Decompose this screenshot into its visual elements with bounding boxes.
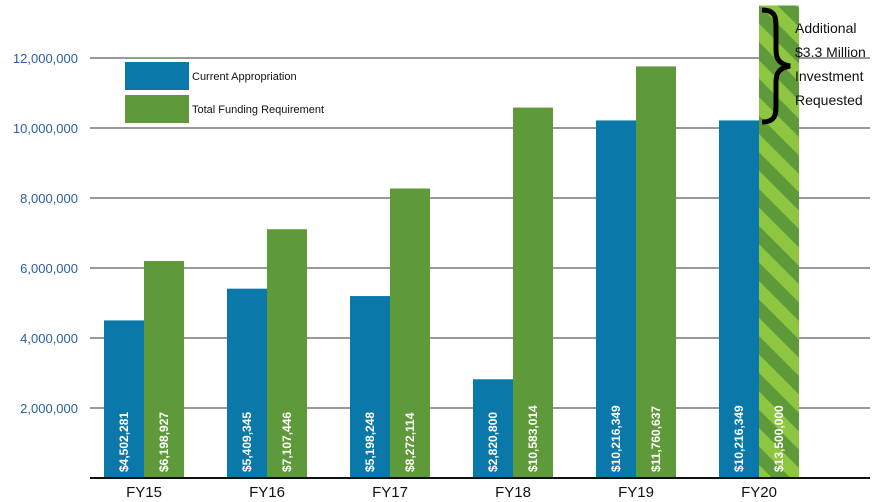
bar-total-fy18 (513, 107, 553, 478)
legend: Current Appropriation Total Funding Requ… (125, 62, 324, 123)
bar-current-fy20 (719, 120, 759, 478)
bar-total-fy19 (636, 66, 676, 478)
bar-current-fy17 (350, 296, 390, 478)
x-category-label: FY19 (618, 484, 654, 501)
annotation-line-3: Investment (795, 68, 864, 84)
bar-total-fy17 (390, 188, 430, 478)
legend-label-total: Total Funding Requirement (192, 104, 324, 116)
annotation-line-1: Additional (795, 20, 857, 36)
bar-value-label: $5,409,345 (240, 412, 254, 472)
bar-value-label: $4,502,281 (117, 412, 131, 472)
bars (104, 5, 799, 478)
y-tick-label: 12,000,000 (13, 51, 78, 66)
bar-current-fy18 (473, 379, 513, 478)
bar-value-label: $11,760,637 (649, 406, 663, 472)
legend-swatch-total (125, 95, 189, 123)
bar-current-fy15 (104, 320, 144, 478)
bar-value-label: $6,198,927 (157, 412, 171, 472)
y-axis-labels: 2,000,000 4,000,000 6,000,000 8,000,000 10,0… (13, 51, 78, 416)
curly-brace (761, 7, 791, 125)
bar-value-label: $7,107,446 (280, 412, 294, 472)
annotation-line-4: Requested (795, 92, 863, 108)
x-category-label: FY18 (495, 484, 531, 501)
annotation: Additional $3.3 Million Investment Reque… (761, 7, 866, 125)
x-category-label: FY16 (249, 484, 285, 501)
value-labels: $4,502,281 $6,198,927 $5,409,345 $7,107,446… (117, 405, 786, 472)
x-category-label: FY20 (741, 484, 777, 501)
bar-total-fy16 (267, 229, 307, 478)
bar-value-label: $10,583,014 (526, 405, 540, 472)
bar-value-label: $5,198,248 (363, 412, 377, 472)
bar-highlight-fy20 (759, 5, 799, 478)
annotation-line-2: $3.3 Million (795, 44, 866, 60)
y-tick-label: 8,000,000 (20, 191, 78, 206)
legend-swatch-current (125, 62, 189, 90)
bar-value-label: $8,272,114 (403, 412, 417, 472)
y-tick-label: 10,000,000 (13, 121, 78, 136)
y-tick-label: 2,000,000 (20, 401, 78, 416)
bar-value-label: $2,820,800 (486, 412, 500, 472)
x-axis-categories: FY15 FY16 FY17 FY18 FY19 FY20 (126, 484, 777, 501)
x-category-label: FY15 (126, 484, 162, 501)
bar-current-fy19 (596, 120, 636, 478)
y-tick-label: 6,000,000 (20, 261, 78, 276)
bar-value-label: $10,216,349 (609, 405, 623, 472)
legend-label-current: Current Appropriation (192, 71, 297, 83)
y-tick-label: 4,000,000 (20, 331, 78, 346)
bar-value-label: $10,216,349 (732, 405, 746, 472)
bar-current-fy16 (227, 288, 267, 478)
bar-value-label: $13,500,000 (772, 405, 786, 472)
x-category-label: FY17 (372, 484, 408, 501)
bar-total-fy15 (144, 261, 184, 478)
